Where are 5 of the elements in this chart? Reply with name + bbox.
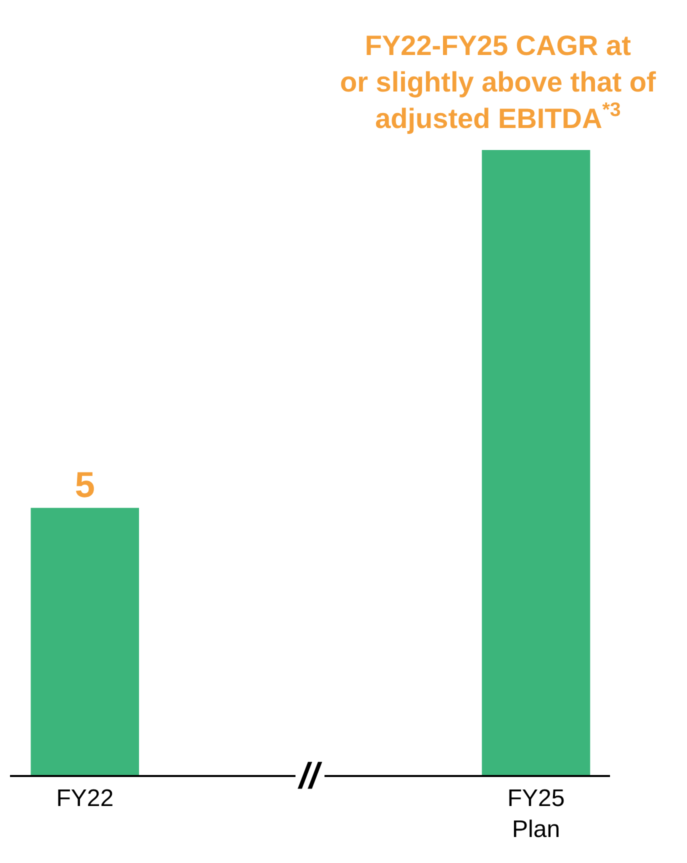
data-label: 5 <box>74 464 95 505</box>
text: FY22-FY25 CAGR at or slightly above that of adjusted EBITDA$^{*3}$ <box>340 30 656 134</box>
annotation: // <box>297 755 323 796</box>
x-tick-label: FY25 Plan <box>507 784 565 843</box>
x-tick-label: FY22 <box>56 784 114 812</box>
